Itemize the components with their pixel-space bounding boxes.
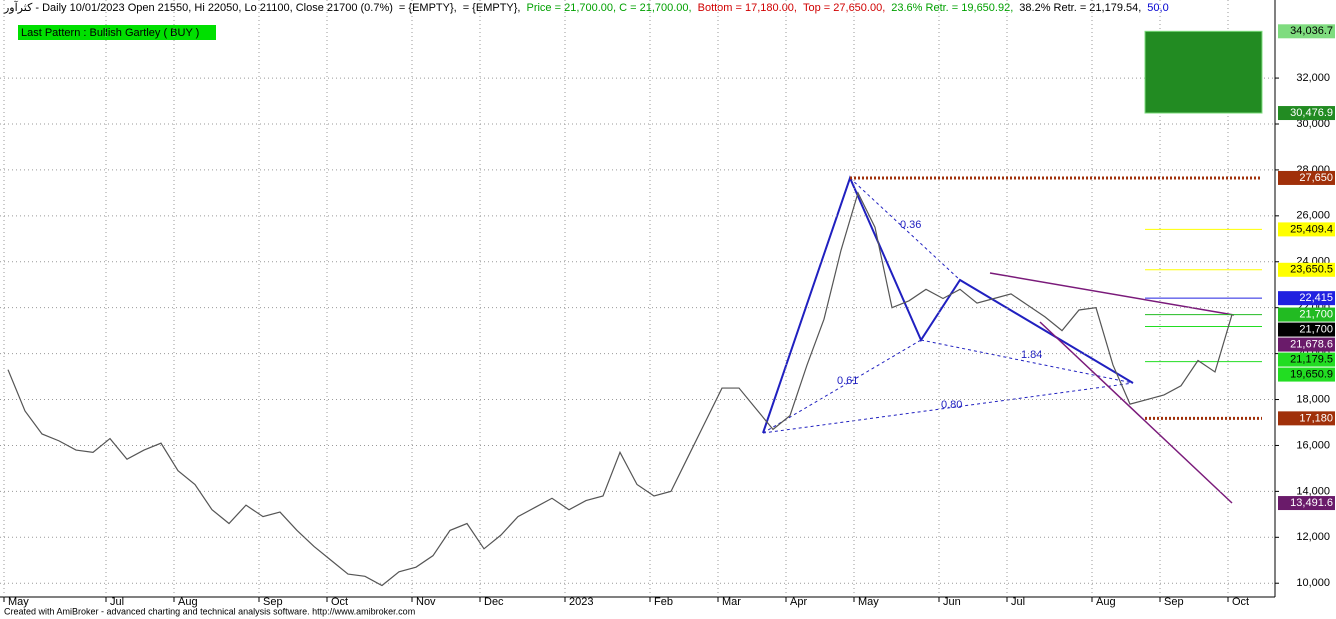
header-segment: = {EMPTY},: [399, 2, 457, 14]
y-tick-label: 14,000: [1296, 485, 1330, 497]
x-tick-label: Mar: [722, 596, 741, 608]
y-tick-label: 30,000: [1296, 118, 1330, 130]
trend-line: [1039, 321, 1233, 504]
header-segment: 50,0: [1147, 2, 1168, 14]
x-tick-label: May: [858, 596, 879, 608]
x-tick-label: Feb: [654, 596, 673, 608]
x-tick-label: Apr: [790, 596, 807, 608]
target-zone: [1144, 30, 1263, 114]
gartley-pattern: 0.36 0.61 0.80 1.84: [762, 175, 1134, 434]
header-segment: Price = 21,700.00, C = 21,700.00,: [526, 2, 691, 14]
x-tick-label: 2023: [569, 596, 593, 608]
x-tick-label: Aug: [178, 596, 198, 608]
price-label: 23,650.5: [1290, 264, 1333, 276]
price-label-bg: [1278, 106, 1335, 121]
trend-line: [989, 272, 1235, 316]
ratio-label: 0.80: [941, 399, 962, 411]
header-segment: Bottom = 17,180.00,: [698, 2, 797, 14]
price-label-bg: [1278, 291, 1335, 306]
price-label-bg: [1278, 367, 1335, 382]
header-segment: = {EMPTY},: [463, 2, 521, 14]
pattern-dash: [762, 339, 922, 434]
header-segment: 23.6% Retr. = 19,650.92,: [891, 2, 1013, 14]
price-label: 21,678.6: [1290, 338, 1333, 350]
price-label-bg: [1278, 322, 1335, 337]
price-label: 21,700: [1299, 323, 1333, 335]
price-label-bg: [1278, 337, 1335, 352]
price-label: 34,036.7: [1290, 25, 1333, 37]
price-label: 21,700: [1299, 308, 1333, 320]
x-tick-label: Sep: [1164, 596, 1184, 608]
y-tick-label: 26,000: [1296, 210, 1330, 222]
y-tick-label: 12,000: [1296, 531, 1330, 543]
x-tick-label: Jun: [943, 596, 961, 608]
x-tick-label: Sep: [263, 596, 283, 608]
price-label-bg: [1278, 222, 1335, 237]
price-label-bg: [1278, 307, 1335, 322]
x-tick-label: Oct: [1232, 596, 1249, 608]
header-segment: Top = 27,650.00,: [803, 2, 885, 14]
ratio-label: 1.84: [1021, 349, 1042, 361]
header-segment: 38.2% Retr. = 21,179.54,: [1019, 2, 1141, 14]
price-label-bg: [1278, 352, 1335, 367]
price-label-bg: [1278, 170, 1335, 185]
footer: Created with AmiBroker - advanced charti…: [4, 606, 415, 616]
x-tick-label: Jul: [110, 596, 124, 608]
x-tick-label: Aug: [1096, 596, 1116, 608]
price-label: 30,476.9: [1290, 107, 1333, 119]
price-label: 19,650.9: [1290, 368, 1333, 380]
x-tick-label: Jul: [1011, 596, 1025, 608]
price-line: [7, 191, 1233, 587]
y-tick-label: 18,000: [1296, 393, 1330, 405]
y-tick-label: 16,000: [1296, 439, 1330, 451]
pattern-label-bg: [18, 25, 216, 40]
x-tick-label: Dec: [484, 596, 504, 608]
ratio-label: 0.36: [900, 219, 921, 231]
price-label: 22,415: [1299, 292, 1333, 304]
pattern-dash: [849, 177, 961, 281]
pattern-label: Last Pattern : Bullish Gartley ( BUY ): [21, 27, 199, 39]
ratio-label: 0.61: [837, 375, 858, 387]
price-label-bg: [1278, 24, 1335, 39]
x-tick-label: Nov: [416, 596, 436, 608]
price-label-bg: [1278, 496, 1335, 511]
price-label: 21,179.5: [1290, 353, 1333, 365]
price-label-bg: [1278, 411, 1335, 426]
header: كثرآور - Daily 10/01/2023 Open 21550, Hi…: [3, 1, 1169, 14]
header-segment: كثرآور - Daily 10/01/2023 Open 21550, Hi…: [3, 1, 393, 14]
price-label: 25,409.4: [1290, 223, 1333, 235]
price-label: 13,491.6: [1290, 497, 1333, 509]
y-tick-label: 32,000: [1296, 72, 1330, 84]
price-label: 27,650: [1299, 172, 1333, 184]
price-label: 17,180: [1299, 412, 1333, 424]
x-tick-label: May: [8, 596, 29, 608]
pattern-dash: [762, 382, 1134, 434]
price-label-bg: [1278, 262, 1335, 277]
y-tick-label: 10,000: [1296, 577, 1330, 589]
x-tick-label: Oct: [331, 596, 348, 608]
